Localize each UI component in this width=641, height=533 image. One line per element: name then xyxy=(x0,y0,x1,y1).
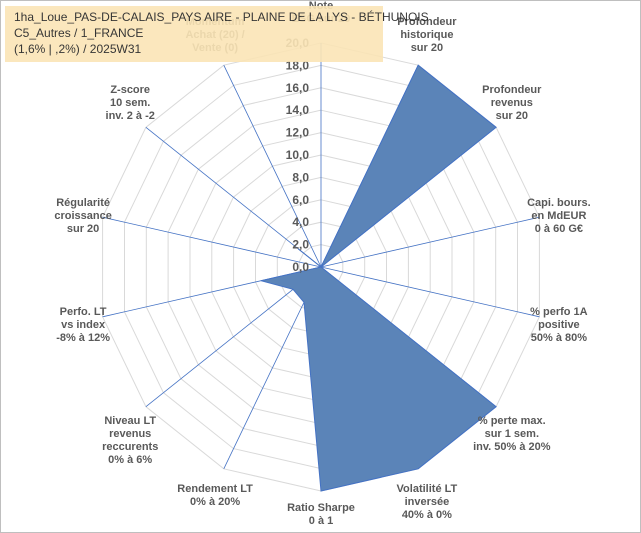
radar-spoke xyxy=(145,266,322,408)
radial-tick-label: 16,0 xyxy=(286,81,310,95)
radar-series-layer xyxy=(260,64,497,492)
axis-label: % perfo 1A positive 50% à 80% xyxy=(530,306,588,344)
chart-title-line2: C5_Autres / 1_FRANCE xyxy=(14,26,144,40)
chart-title-box: 1ha_Loue_PAS-DE-CALAIS_PAYS AIRE - PLAIN… xyxy=(5,6,429,62)
axis-label: % perte max. sur 1 sem. inv. 50% à 20% xyxy=(473,415,551,453)
axis-label: Niveau LT revenus reccurents 0% à 6% xyxy=(102,415,158,466)
radial-tick-label: 6,0 xyxy=(292,193,309,207)
radial-ticks: 0,02,04,06,08,010,012,014,016,018,020,0 xyxy=(286,36,310,274)
radar-spoke xyxy=(102,216,322,268)
radial-tick-label: 10,0 xyxy=(286,148,310,162)
axis-label: Perfo. LT vs index -8% à 12% xyxy=(56,306,110,344)
chart-title-line1: 1ha_Loue_PAS-DE-CALAIS_PAYS AIRE - PLAIN… xyxy=(14,10,429,24)
axis-label: Profondeur historique sur 20 xyxy=(397,16,457,54)
chart-title-line3: (1,6% | ,2%) / 2025W31 xyxy=(14,42,142,56)
axis-label: Z-score 10 sem. inv. 2 à -2 xyxy=(106,84,155,122)
axis-label: Profondeur revenus sur 20 xyxy=(482,84,542,122)
radar-spoke xyxy=(320,216,540,268)
axis-label: Volatilité LT inversée 40% à 0% xyxy=(397,483,458,521)
radial-tick-label: 8,0 xyxy=(292,170,309,184)
radial-tick-label: 2,0 xyxy=(292,238,309,252)
axis-label: Ratio Sharpe 0 à 1 xyxy=(287,502,355,527)
radial-tick-label: 12,0 xyxy=(286,126,310,140)
axis-label: Rendement LT 0% à 20% xyxy=(177,483,253,508)
radar-spoke xyxy=(320,266,540,318)
radial-tick-label: 4,0 xyxy=(292,215,309,229)
radar-spoke xyxy=(145,126,322,268)
axis-label: Capi. bours. en MdEUR 0 à 60 G€ xyxy=(527,197,591,235)
radial-tick-label: 14,0 xyxy=(286,103,310,117)
radial-tick-label: 0,0 xyxy=(292,260,309,274)
radar-spoke xyxy=(223,65,322,268)
axis-label: Régularité croissance sur 20 xyxy=(54,197,111,235)
series-area xyxy=(260,64,497,492)
axis-labels: NoteESG sur 20Profondeurhistoriquesur 20… xyxy=(54,0,590,527)
